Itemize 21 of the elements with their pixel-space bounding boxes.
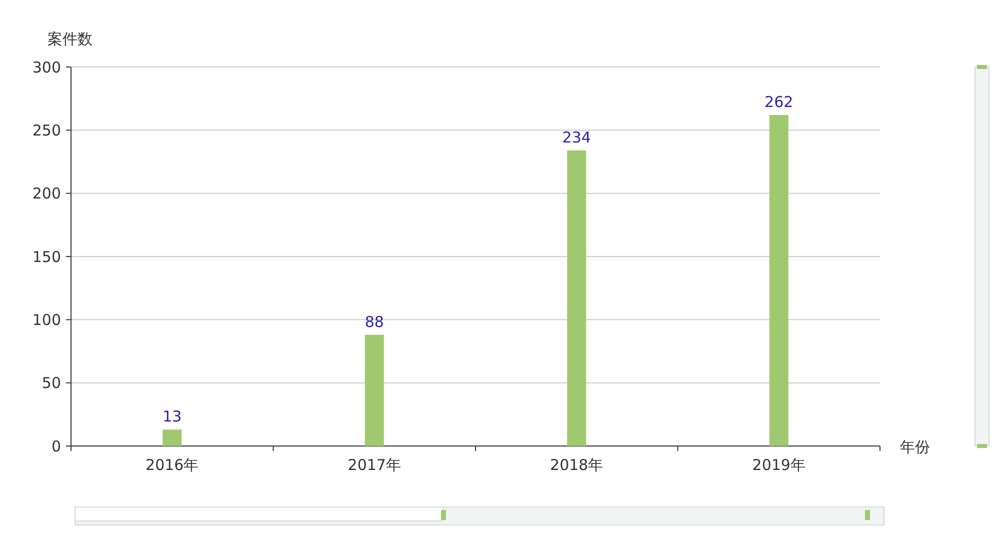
data-label: 13: [162, 408, 182, 426]
bar: [364, 334, 384, 446]
bar: [567, 150, 586, 446]
x-tick-label: 2016年: [146, 456, 199, 474]
x-tick-label: 2017年: [348, 456, 401, 474]
data-label: 234: [562, 128, 591, 146]
y-tick-label: 100: [32, 310, 61, 329]
bar: [769, 115, 788, 446]
y-tick-label: 300: [32, 58, 61, 76]
x-tick-label: 2018年: [550, 456, 604, 474]
y-tick-label: 50: [42, 374, 61, 392]
y-tick-label: 0: [51, 437, 61, 456]
y-axis-title: 案件数: [48, 30, 92, 48]
y-tick-label: 250: [32, 121, 61, 140]
data-label: 88: [364, 312, 384, 331]
data-label: 262: [764, 93, 794, 112]
y-tick-label: 150: [32, 248, 61, 266]
y-tick-label: 200: [32, 184, 61, 203]
bar: [162, 430, 182, 446]
x-tick-label: 2019年: [752, 456, 806, 474]
x-axis-title: 年份: [900, 438, 930, 456]
